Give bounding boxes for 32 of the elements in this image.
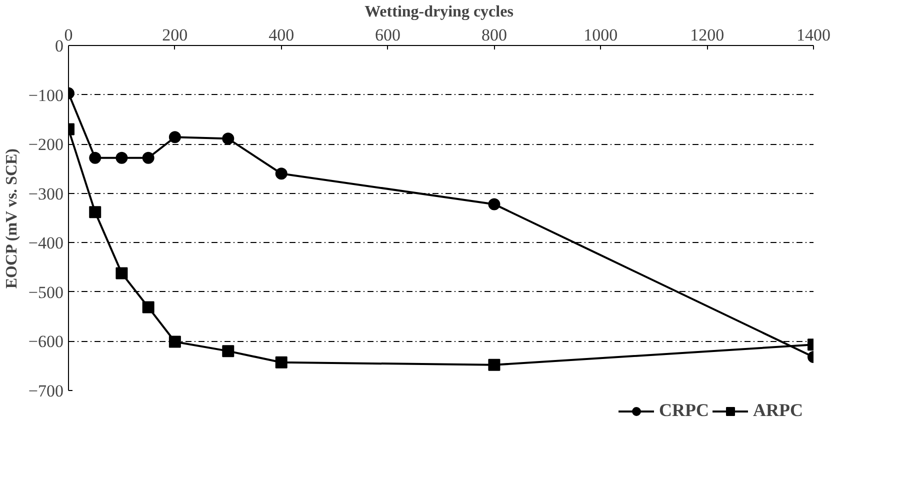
point [89,152,102,164]
y-tick-label: −600 [28,332,64,352]
x-tick-label: 800 [481,26,507,44]
x-tick-label: 1400 [796,26,830,44]
point [116,267,128,280]
point [488,358,500,371]
y-tick-label: −100 [28,86,64,105]
x-tick-label: 600 [375,26,401,44]
point [89,206,102,218]
point [116,152,128,164]
x-tick-label: 1000 [584,26,618,44]
point [142,152,154,164]
y-axis-title: EOCP (mV vs. SCE) [3,148,20,289]
x-tick-label: 400 [268,26,294,44]
x-tick-label: 1200 [690,26,724,44]
point [168,336,181,348]
point [222,132,234,145]
x-tick-label: 200 [162,26,188,44]
x-axis-title: Wetting-drying cycles [364,4,514,20]
point [275,168,288,180]
y-tick-label: −500 [28,282,64,302]
point [222,345,234,358]
point [168,131,181,144]
point [142,301,154,314]
y-tick-label: −300 [28,184,64,204]
y-tick-label: −400 [28,234,64,253]
legend-label: CRPC [659,400,709,421]
y-tick-label: −200 [28,135,64,154]
y-tick-label: −700 [28,382,64,400]
point [275,356,288,368]
legend-label: ARPC [753,400,803,421]
point [488,198,500,210]
